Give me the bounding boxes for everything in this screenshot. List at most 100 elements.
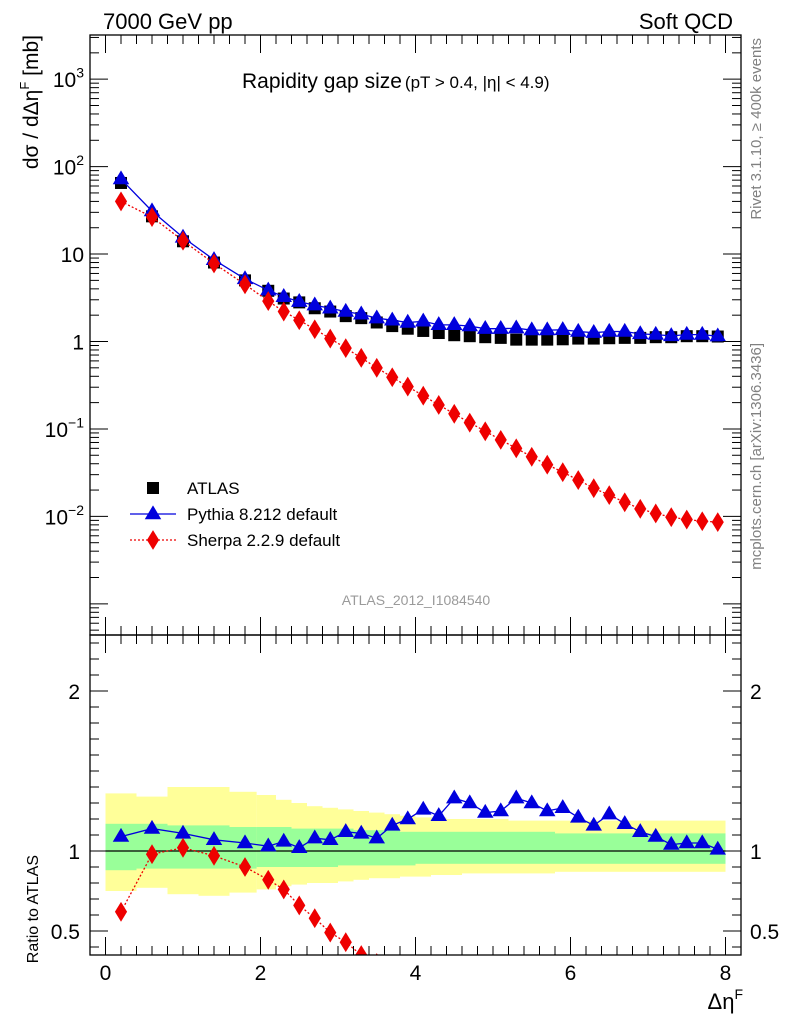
ratio-band-inner [601,833,617,864]
ratio-point-sherpa-2-2-9-default [293,895,306,916]
main-y-tick-label-exponent: 3 [76,65,84,81]
rivet-version-label: Rivet 3.1.10, ≥ 400k events [748,38,765,220]
main-point-atlas [463,330,476,343]
ratio-band-inner [524,831,540,864]
main-point-sherpa-2-2-9-default [238,274,252,295]
ratio-point-sherpa-2-2-9-default [238,857,252,877]
ratio-point-sherpa-2-2-9-default [526,994,538,1014]
main-point-pythia-8-212-default [399,313,416,328]
ratio-point-sherpa-2-2-9-default [588,998,600,1018]
ratio-band-inner [338,828,354,866]
main-point-pythia-8-212-default [647,325,664,340]
ratio-band-inner [539,831,555,864]
main-point-sherpa-2-2-9-default [463,412,476,433]
main-point-sherpa-2-2-9-default [711,512,724,533]
main-point-sherpa-2-2-9-default [370,357,383,378]
main-point-sherpa-2-2-9-default [114,191,128,212]
main-point-pythia-8-212-default [678,325,695,340]
ratio-point-sherpa-2-2-9-default [145,844,159,865]
main-point-sherpa-2-2-9-default [262,291,275,311]
main-point-sherpa-2-2-9-default [618,492,631,513]
main-point-pythia-8-212-default [275,288,292,302]
main-point-pythia-8-212-default [368,309,385,324]
main-point-pythia-8-212-default [601,322,618,337]
legend-label-sherpa-2-2-9-default: Sherpa 2.2.9 default [187,531,340,550]
main-point-pythia-8-212-default [585,324,602,338]
main-point-pythia-8-212-default [353,305,370,320]
main-point-pythia-8-212-default [260,281,277,296]
main-title-suffix: (pT > 0.4, |η| < 4.9) [405,73,550,92]
main-y-tick-label: 10−2 [45,502,85,529]
ratio-point-sherpa-2-2-9-default [176,837,190,858]
main-point-sherpa-2-2-9-default [308,319,321,340]
ratio-band-inner [632,833,648,864]
ratio-x-axis-label: ΔηF [708,986,744,1014]
main-point-pythia-8-212-default [539,321,556,336]
main-point-pythia-8-212-default [112,170,130,185]
main-point-sherpa-2-2-9-default [494,429,507,450]
ratio-band-inner [446,831,462,864]
ratio-point-sherpa-2-2-9-default [433,977,445,997]
main-point-atlas [510,333,523,346]
main-point-pythia-8-212-default [492,320,509,334]
ratio-point-sherpa-2-2-9-default [681,1000,693,1020]
ratio-point-sherpa-2-2-9-default [650,1000,662,1020]
ratio-band-inner [493,831,509,864]
main-point-sherpa-2-2-9-default [541,454,554,475]
ratio-line-sherpa-2-2-9-default [120,847,363,955]
main-point-pythia-8-212-default [523,321,540,336]
ratio-y-axis-label: Ratio to ATLAS [25,855,42,963]
main-point-sherpa-2-2-9-default [432,395,445,415]
legend-marker-pythia-8-212-default [144,505,162,520]
main-point-sherpa-2-2-9-default [448,403,461,424]
main-point-sherpa-2-2-9-default [324,328,337,349]
ratio-point-sherpa-2-2-9-default [603,999,615,1019]
ratio-band-inner [384,830,400,866]
ratio-tick-labels: 0.5 0.5 1 1 2 2 0 2 4 6 8 [51,681,779,985]
main-plot-area [112,170,726,533]
main-point-pythia-8-212-default [694,325,711,340]
main-title-text: Rapidity gap size [242,70,402,93]
ratio-band-inner [477,831,493,864]
ratio-point-sherpa-2-2-9-default [541,995,553,1015]
legend: ATLAS Pythia 8.212 default Sherpa 2.2.9 de… [130,479,340,550]
ratio-point-sherpa-2-2-9-default [207,845,221,866]
main-point-sherpa-2-2-9-default [556,462,569,483]
ratio-band-inner [570,833,586,864]
main-point-sherpa-2-2-9-default [145,207,159,227]
main-point-pythia-8-212-default [616,322,633,337]
main-y-axis-label: dσ / dΔηF [mb] [17,35,43,169]
ratio-point-sherpa-2-2-9-default [114,901,128,922]
ratio-point-sherpa-2-2-9-default [572,997,584,1017]
main-point-sherpa-2-2-9-default [680,509,693,530]
main-point-sherpa-2-2-9-default [176,230,190,251]
main-point-pythia-8-212-default [461,317,478,332]
main-y-axis-sup: F [17,82,32,90]
main-point-pythia-8-212-default [384,311,401,326]
ratio-band-inner [555,833,571,864]
ratio-point-sherpa-2-2-9-default [665,1000,677,1020]
main-y-tick-label: 102 [53,152,84,179]
ratio-band-inner [415,831,431,864]
main-point-sherpa-2-2-9-default [634,498,647,519]
main-point-sherpa-2-2-9-default [339,338,352,359]
main-point-atlas [541,333,554,346]
main-point-sherpa-2-2-9-default [277,301,290,322]
main-point-sherpa-2-2-9-default [207,253,221,274]
main-point-sherpa-2-2-9-default [603,485,616,506]
header-left-label: 7000 GeV pp [103,9,233,34]
ratio-point-sherpa-2-2-9-default [262,869,275,890]
main-point-pythia-8-212-default [508,319,525,334]
main-point-pythia-8-212-default [322,299,339,314]
mcplots-label: mcplots.cern.ch [arXiv:1306.3436] [748,343,765,570]
ratio-band-inner [586,833,602,864]
main-point-sherpa-2-2-9-default [355,347,368,368]
main-point-atlas [556,333,569,346]
main-y-tick-label-base: 10 [45,419,68,442]
ratio-y-tick-label-left: 0.5 [51,921,80,944]
main-point-pythia-8-212-default [430,316,447,331]
main-point-pythia-8-212-default [709,327,726,342]
ratio-point-sherpa-2-2-9-default [510,992,522,1012]
